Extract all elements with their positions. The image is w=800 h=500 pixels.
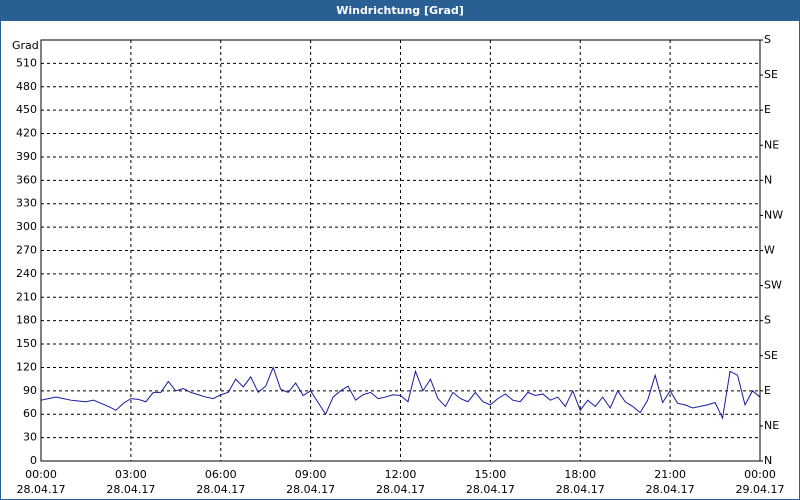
y-tick-label: 30 xyxy=(23,431,37,444)
y-tick-label: 90 xyxy=(23,384,37,397)
y-tick-label: 360 xyxy=(16,173,37,186)
y-tick-label: 420 xyxy=(16,127,37,140)
y2-tick-label: SE xyxy=(764,68,778,81)
y-tick-label: 390 xyxy=(16,150,37,163)
y-tick-label: 180 xyxy=(16,314,37,327)
y-tick-label: 510 xyxy=(16,56,37,69)
y-tick-label: 120 xyxy=(16,360,37,373)
x-tick-date: 28.04.17 xyxy=(17,483,66,496)
y-tick-label: 0 xyxy=(30,454,37,467)
y-tick-label: 450 xyxy=(16,103,37,116)
y2-tick-label: NE xyxy=(764,138,779,151)
y-tick-label: 60 xyxy=(23,407,37,420)
x-tick-date: 28.04.17 xyxy=(646,483,695,496)
x-tick-label: 00:00 xyxy=(744,468,776,481)
y2-tick-label: SW xyxy=(764,279,782,292)
data-line xyxy=(40,366,761,420)
y-tick-label: 300 xyxy=(16,220,37,233)
y2-tick-label: S xyxy=(764,314,771,327)
x-tick-date: 28.04.17 xyxy=(106,483,155,496)
y2-tick-label: S xyxy=(764,33,771,46)
y2-tick-label: NW xyxy=(764,208,783,221)
x-tick-label: 03:00 xyxy=(115,468,147,481)
title-bar xyxy=(0,0,800,21)
x-tick-date: 28.04.17 xyxy=(376,483,425,496)
x-tick-date: 28.04.17 xyxy=(286,483,335,496)
x-tick-date: 29.04.17 xyxy=(736,483,785,496)
x-tick-label: 00:00 xyxy=(25,468,57,481)
y2-tick-label: N xyxy=(764,173,772,186)
y-tick-label: 330 xyxy=(16,197,37,210)
y2-tick-label: E xyxy=(764,384,771,397)
x-tick-date: 28.04.17 xyxy=(196,483,245,496)
x-tick-label: 06:00 xyxy=(205,468,237,481)
y2-tick-label: N xyxy=(764,454,772,467)
chart-title: Windrichtung [Grad] xyxy=(336,4,464,17)
x-tick-date: 28.04.17 xyxy=(556,483,605,496)
x-tick-label: 18:00 xyxy=(564,468,596,481)
y-tick-label: 240 xyxy=(16,267,37,280)
y-tick-label: 270 xyxy=(16,244,37,257)
y2-tick-label: SE xyxy=(764,349,778,362)
y2-tick-label: NE xyxy=(764,419,779,432)
x-tick-date: 28.04.17 xyxy=(466,483,515,496)
y2-tick-label: E xyxy=(764,103,771,116)
y-axis-label: Grad xyxy=(12,39,39,52)
x-tick-label: 21:00 xyxy=(654,468,686,481)
y-tick-label: 210 xyxy=(16,290,37,303)
y-tick-label: 480 xyxy=(16,80,37,93)
x-tick-label: 15:00 xyxy=(475,468,507,481)
x-tick-label: 09:00 xyxy=(295,468,327,481)
y-tick-label: 150 xyxy=(16,337,37,350)
y2-tick-label: W xyxy=(764,244,775,257)
plot-border xyxy=(40,39,761,462)
x-tick-label: 12:00 xyxy=(385,468,417,481)
